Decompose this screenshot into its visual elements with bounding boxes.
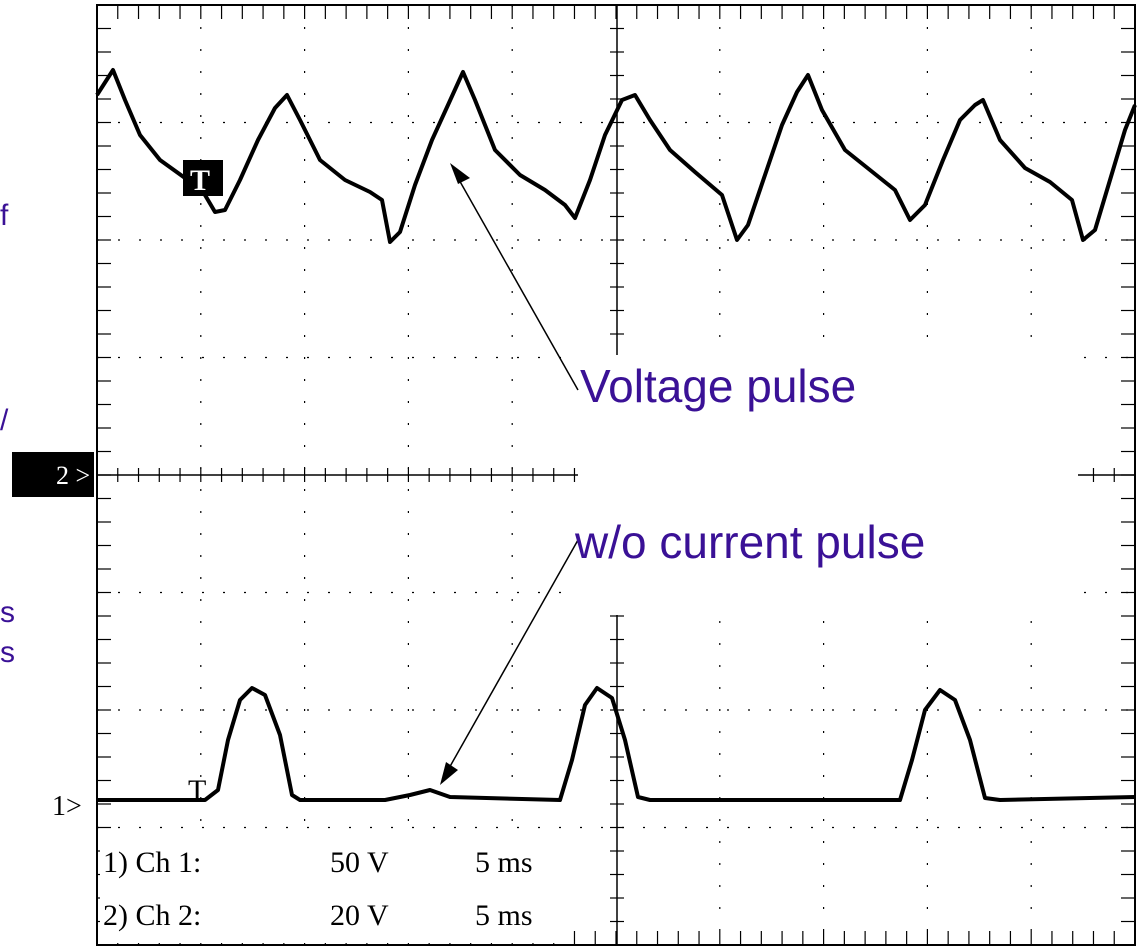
ch2-volts: 20 V [330, 899, 389, 932]
current-trace [97, 686, 1136, 802]
voltage-trace [95, 68, 1137, 244]
current-annotation: w/o current pulse [574, 516, 925, 568]
annotation-bg [578, 355, 1078, 505]
annotation-bg [578, 505, 1078, 615]
trigger-top: T [190, 164, 210, 197]
left-fragment: s [0, 596, 15, 629]
left-fragment: / [0, 404, 9, 437]
voltage-arrow [450, 163, 579, 391]
ch2-marker: 2 > [56, 461, 90, 490]
voltage-annotation: Voltage pulse [580, 360, 856, 412]
trigger-bottom: T [188, 774, 206, 807]
ch1-volts: 50 V [330, 846, 389, 879]
ch1-channel: 1) Ch 1: [103, 846, 201, 879]
left-fragment: f [0, 199, 9, 232]
trigger-box [183, 160, 223, 196]
left-fragment: s [0, 636, 15, 669]
ch1-marker: 1> [52, 791, 82, 822]
ch2-marker-bg [12, 452, 94, 497]
ch2-channel: 2) Ch 2: [103, 899, 201, 932]
ch1-time: 5 ms [475, 846, 533, 879]
settings-bg [100, 838, 570, 943]
ch2-time: 5 ms [475, 899, 533, 932]
current-arrow [440, 539, 579, 785]
